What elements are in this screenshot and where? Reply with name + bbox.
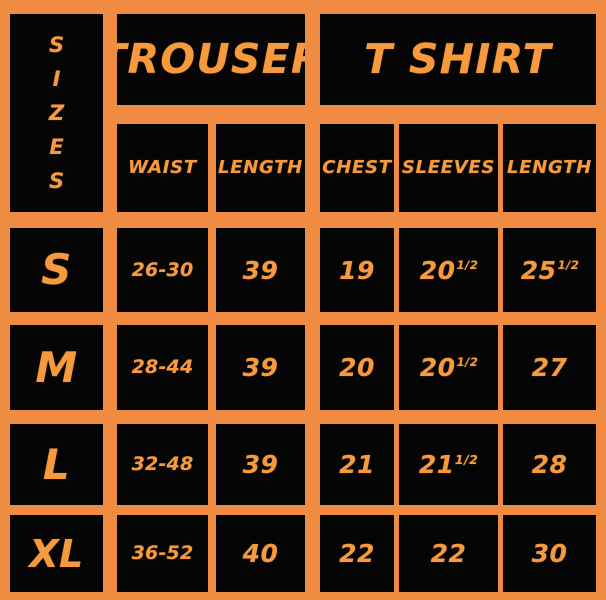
- table-cell-l-chest: 21: [320, 424, 394, 505]
- fraction-half: 1/2: [456, 355, 479, 370]
- column-header-sleeves: SLEEVES: [399, 124, 498, 212]
- value-m-sleeves: 201/2: [419, 353, 479, 382]
- table-cell-s-length-trouser: 39: [216, 228, 305, 312]
- size-label-m: M: [35, 342, 78, 392]
- value-l-chest: 21: [339, 450, 375, 479]
- table-cell-xl-sleeves: 22: [399, 515, 498, 592]
- column-header-waist-label: WAIST: [128, 157, 197, 178]
- fraction-half: 1/2: [454, 452, 479, 467]
- group-header-tshirt-label: T SHIRT: [364, 35, 552, 83]
- table-cell-m-sleeves: 201/2: [399, 325, 498, 410]
- value-m-length-tshirt: 27: [531, 353, 568, 382]
- value-s-sleeves: 201/2: [419, 255, 479, 285]
- value-xl-length-trouser: 40: [242, 539, 279, 568]
- sizes-letter-1: S: [48, 32, 65, 57]
- sizes-letter-5: S: [48, 168, 65, 193]
- column-header-length-trouser-label: LENGTH: [218, 157, 303, 178]
- table-cell-l-length-trouser: 39: [216, 424, 305, 505]
- table-row-size-label: L: [10, 424, 103, 505]
- table-cell-m-length-trouser: 39: [216, 325, 305, 410]
- value-m-chest: 20: [339, 353, 375, 382]
- value-s-length-tshirt: 251/2: [520, 255, 580, 285]
- value-m-length-trouser: 39: [242, 353, 279, 382]
- column-header-length-tshirt-label: LENGTH: [507, 157, 592, 178]
- value-xl-sleeves: 22: [430, 539, 467, 568]
- sizes-column-header: S I Z E S: [10, 14, 103, 212]
- fraction-half: 1/2: [557, 257, 580, 272]
- column-header-length-tshirt: LENGTH: [503, 124, 596, 212]
- table-cell-xl-length-trouser: 40: [216, 515, 305, 592]
- value-m-waist: 28-44: [131, 356, 194, 378]
- table-cell-xl-chest: 22: [320, 515, 394, 592]
- table-cell-s-waist: 26-30: [117, 228, 208, 312]
- value-s-waist: 26-30: [131, 258, 194, 281]
- size-label-s: S: [41, 245, 72, 294]
- column-header-length-trouser: LENGTH: [216, 124, 305, 212]
- table-cell-m-length-tshirt: 27: [503, 325, 596, 410]
- column-header-sleeves-label: SLEEVES: [401, 157, 496, 178]
- value-l-length-trouser: 39: [242, 450, 279, 479]
- group-header-trouser-label: TROUSER: [117, 35, 305, 83]
- table-cell-l-waist: 32-48: [117, 424, 208, 505]
- column-header-chest: CHEST: [320, 124, 394, 212]
- table-row-size-label: M: [10, 325, 103, 410]
- table-cell-s-length-tshirt: 251/2: [503, 228, 596, 312]
- table-cell-m-chest: 20: [320, 325, 394, 410]
- value-l-waist: 32-48: [131, 453, 194, 475]
- table-cell-s-sleeves: 201/2: [399, 228, 498, 312]
- table-cell-l-length-tshirt: 28: [503, 424, 596, 505]
- group-header-tshirt: T SHIRT: [320, 14, 596, 105]
- value-l-length-tshirt: 28: [531, 450, 568, 479]
- value-l-sleeves: 211/2: [418, 450, 479, 479]
- size-label-l: L: [42, 439, 71, 489]
- column-header-chest-label: CHEST: [322, 157, 392, 178]
- table-cell-l-sleeves: 211/2: [399, 424, 498, 505]
- sizes-letter-4: E: [49, 134, 64, 159]
- value-xl-waist: 36-52: [131, 542, 194, 564]
- column-header-waist: WAIST: [117, 124, 208, 212]
- table-cell-s-chest: 19: [320, 228, 394, 312]
- value-xl-chest: 22: [339, 539, 375, 568]
- value-s-chest: 19: [339, 255, 375, 285]
- sizes-letter-3: Z: [48, 100, 65, 125]
- value-s-length-trouser: 39: [242, 255, 279, 285]
- fraction-half: 1/2: [456, 257, 479, 272]
- sizes-letter-2: I: [52, 66, 61, 91]
- table-cell-m-waist: 28-44: [117, 325, 208, 410]
- size-label-xl: XL: [29, 531, 84, 576]
- table-row-size-label: S: [10, 228, 103, 312]
- value-xl-length-tshirt: 30: [531, 539, 568, 568]
- table-cell-xl-waist: 36-52: [117, 515, 208, 592]
- group-header-trouser: TROUSER: [117, 14, 305, 105]
- table-cell-xl-length-tshirt: 30: [503, 515, 596, 592]
- table-row-size-label: XL: [10, 515, 103, 592]
